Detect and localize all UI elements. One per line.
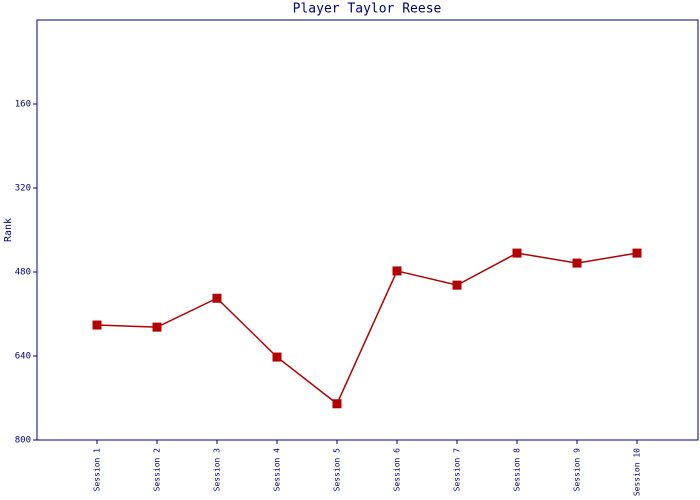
- x-tick-label: Session 7: [453, 448, 462, 492]
- x-tick-label: Session 6: [393, 448, 402, 492]
- point: [212, 293, 222, 303]
- x-tick-label: Session 4: [273, 448, 282, 492]
- y-tick-label: 160: [15, 100, 31, 110]
- y-tick-label: 480: [15, 268, 31, 278]
- y-tick-label: 640: [15, 352, 31, 362]
- y-tick-label: 320: [15, 184, 31, 194]
- point: [92, 320, 102, 330]
- x-tick-label: Session 1: [93, 448, 102, 492]
- line: [96, 252, 638, 405]
- y-axis-label: Rank: [3, 218, 14, 242]
- point: [572, 258, 582, 268]
- x-tick-label: Session 8: [513, 448, 522, 492]
- point: [152, 322, 162, 332]
- point: [452, 280, 462, 290]
- chart-title: Player Taylor Reese: [293, 2, 442, 17]
- y-tick-label: 800: [15, 436, 31, 446]
- x-tick-label: Session 3: [213, 448, 222, 492]
- point: [272, 352, 282, 362]
- point: [632, 248, 642, 258]
- plot-frame: [36, 19, 699, 441]
- x-tick-label: Session 5: [333, 448, 342, 492]
- x-tick-label: Session 9: [573, 448, 582, 492]
- point: [512, 248, 522, 258]
- point: [332, 399, 342, 409]
- x-tick-label: Session 2: [153, 448, 162, 492]
- point: [392, 266, 402, 276]
- x-tick-label: Session 10: [633, 448, 642, 496]
